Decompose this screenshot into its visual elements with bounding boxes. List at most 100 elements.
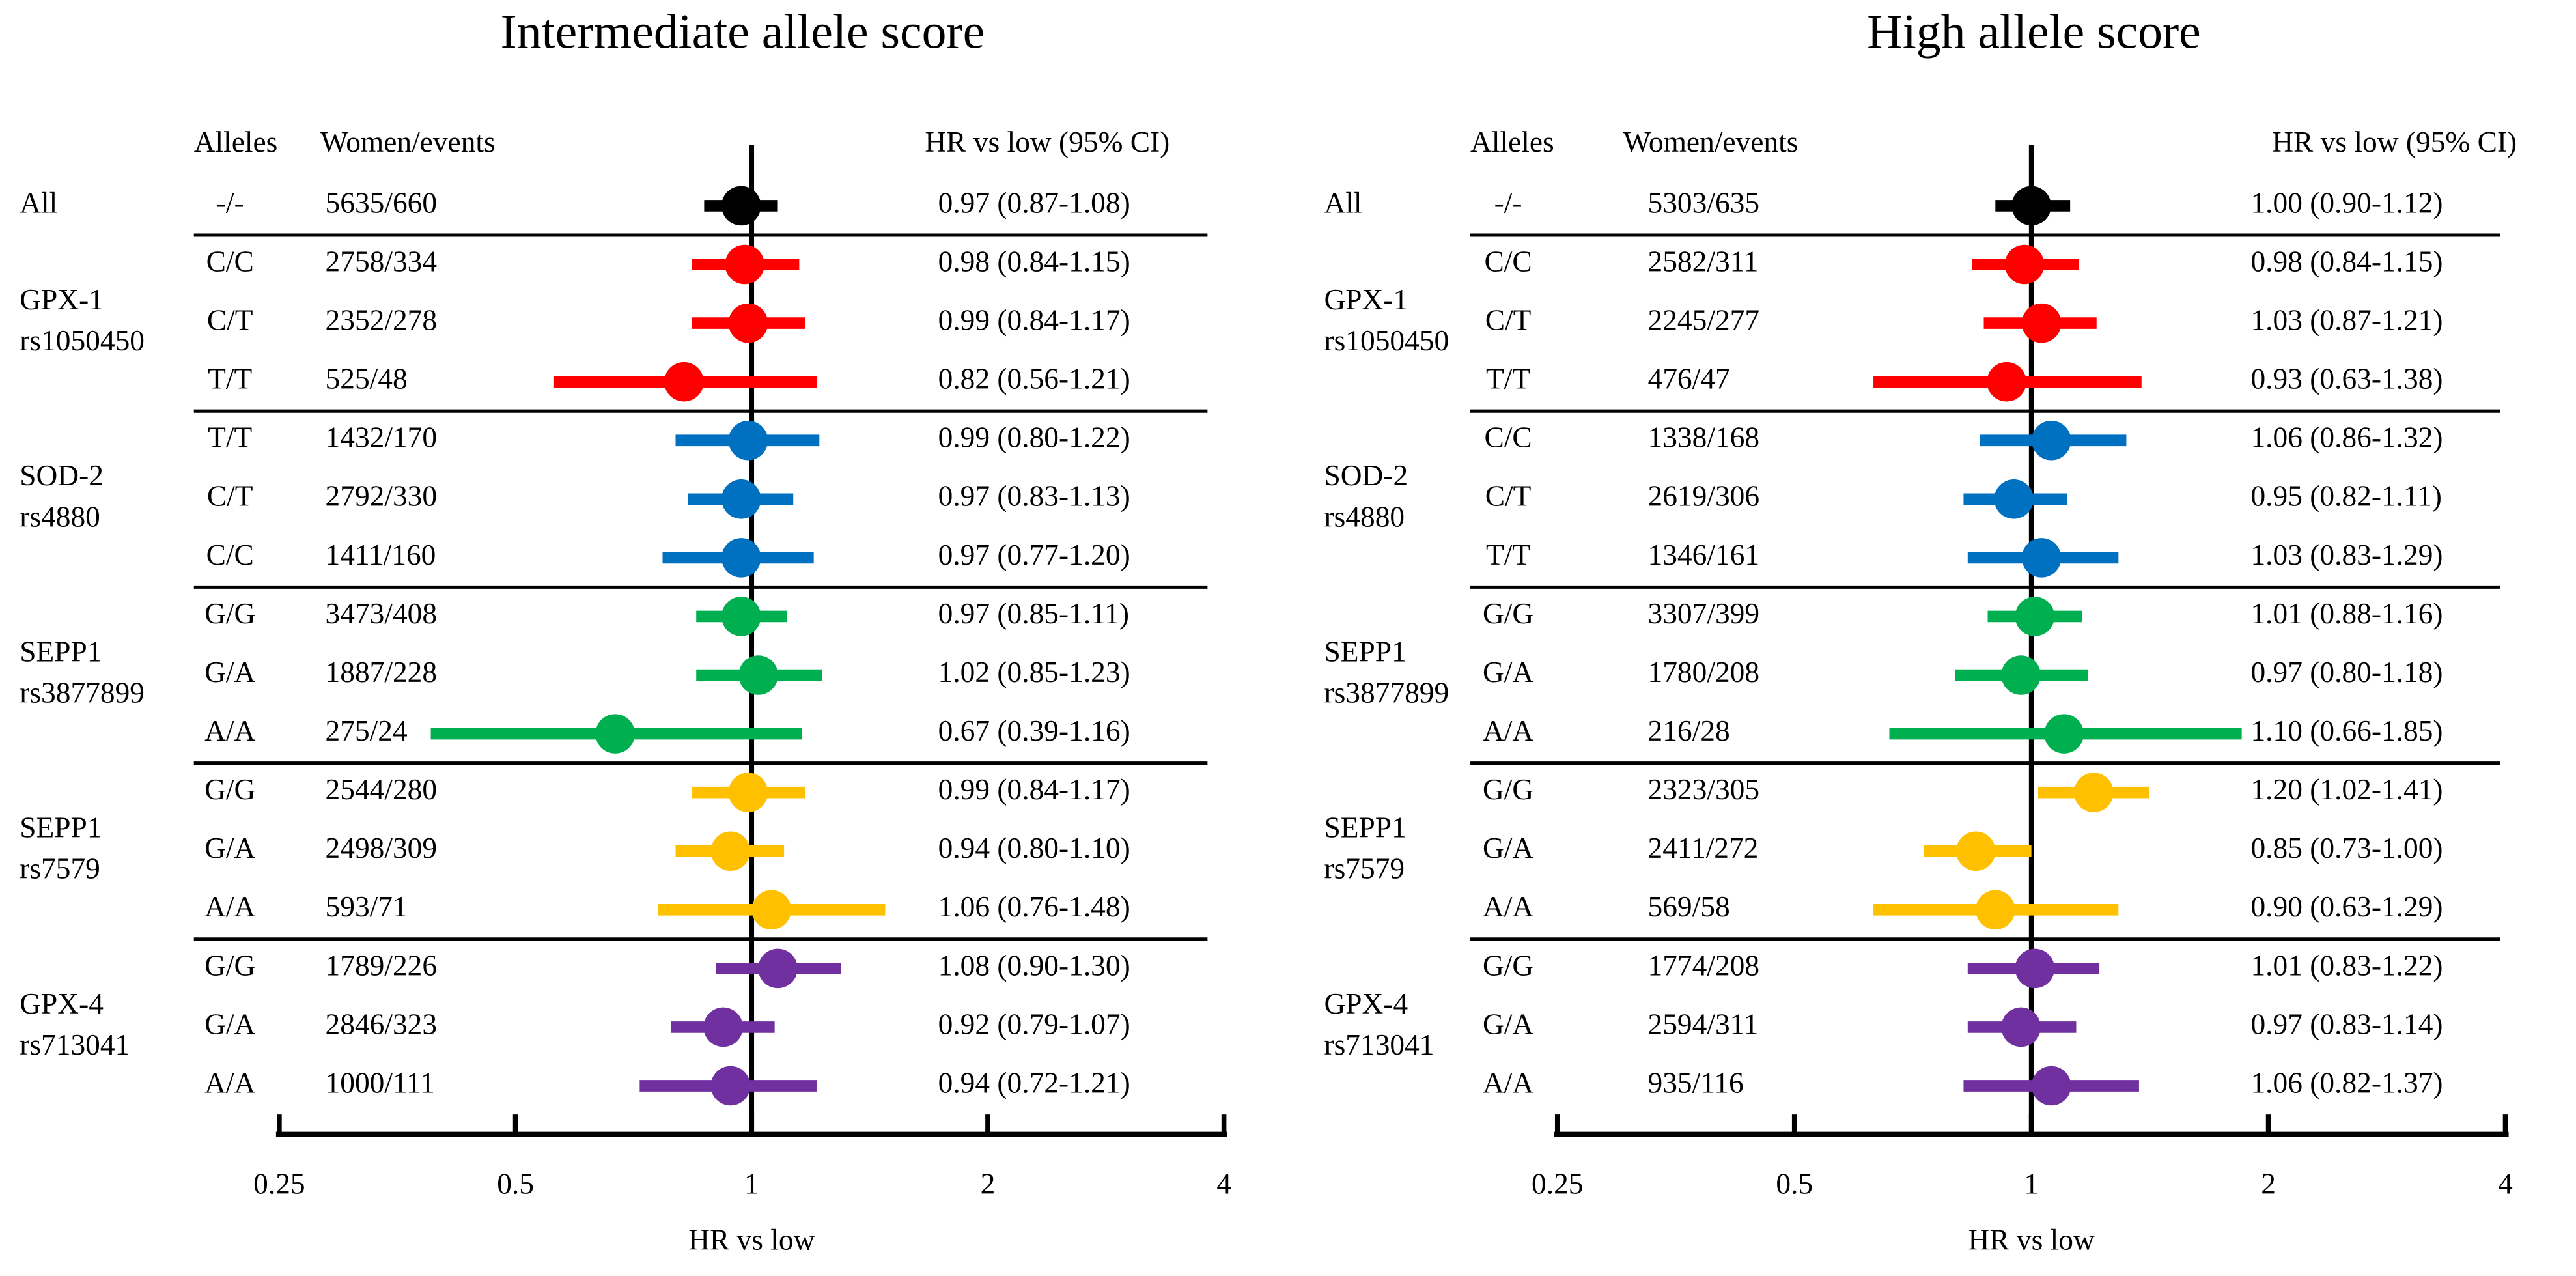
alleles: T/T [208, 421, 252, 454]
hr-ci-label: 0.94 (0.80-1.10) [938, 832, 1130, 864]
hr-ci-label: 1.03 (0.83-1.29) [2250, 539, 2443, 571]
hr-point [751, 890, 792, 930]
group-label: rs713041 [20, 1028, 130, 1061]
hr-point [595, 714, 635, 754]
hr-point [728, 773, 768, 812]
women-events: 2758/334 [326, 245, 438, 277]
hr-point [1956, 831, 1996, 872]
alleles: T/T [1486, 363, 1530, 395]
hr-point [2044, 714, 2084, 754]
hr-point [2004, 244, 2045, 285]
hr-ci-label: 0.98 (0.84-1.15) [2250, 245, 2443, 277]
alleles: A/A [204, 715, 255, 747]
women-events: 1338/168 [1648, 421, 1760, 454]
hr-ci-label: 0.99 (0.84-1.17) [938, 304, 1130, 337]
alleles: G/G [204, 597, 255, 630]
x-tick-label: 2 [2261, 1168, 2276, 1200]
alleles: -/- [1494, 186, 1522, 219]
group-label: GPX-1 [1324, 283, 1408, 316]
panel-title: Intermediate allele score [501, 5, 985, 59]
hr-point [721, 597, 761, 636]
women-events: 3307/399 [1648, 597, 1760, 630]
hr-point [2001, 1007, 2041, 1047]
hr-ci-label: 1.01 (0.88-1.16) [2250, 597, 2443, 630]
hr-ci-label: 0.67 (0.39-1.16) [938, 715, 1130, 747]
x-tick-label: 0.5 [1776, 1168, 1813, 1200]
x-tick-label: 4 [1216, 1168, 1231, 1200]
hr-point [2074, 773, 2114, 812]
group-label: SEPP1 [1324, 812, 1407, 844]
x-tick-label: 1 [2024, 1168, 2039, 1200]
alleles: G/G [1483, 949, 1533, 982]
x-tick-label: 2 [981, 1168, 996, 1200]
hr-point [710, 831, 751, 872]
women-events: 1411/160 [326, 539, 436, 571]
x-tick-label: 1 [744, 1168, 759, 1200]
alleles: G/G [204, 773, 255, 806]
women-events: 5635/660 [326, 186, 438, 219]
hr-point [738, 655, 778, 695]
hr-ci-label: 0.98 (0.84-1.15) [938, 245, 1130, 277]
column-header: Women/events [320, 126, 496, 158]
column-header: Women/events [1623, 126, 1799, 158]
hr-ci-label: 0.97 (0.80-1.18) [2250, 656, 2443, 688]
x-tick-label: 0.25 [1532, 1168, 1583, 1200]
hr-point [721, 186, 761, 226]
hr-ci-label: 1.06 (0.86-1.32) [2250, 421, 2443, 454]
women-events: 2352/278 [326, 304, 438, 337]
women-events: 1432/170 [326, 421, 438, 454]
women-events: 2498/309 [326, 832, 438, 864]
hr-point [1994, 479, 2034, 519]
hr-point [721, 479, 761, 519]
women-events: 2846/323 [326, 1008, 438, 1040]
hr-ci-label: 1.06 (0.82-1.37) [2250, 1066, 2443, 1099]
group-label: All [20, 186, 57, 219]
alleles: C/T [207, 304, 253, 337]
alleles: A/A [204, 1066, 255, 1099]
column-header: HR vs low (95% CI) [925, 126, 1169, 158]
hr-ci-label: 0.93 (0.63-1.38) [2250, 363, 2443, 395]
group-label: SOD-2 [1324, 459, 1408, 492]
women-events: 1780/208 [1648, 656, 1760, 688]
alleles: G/A [204, 656, 255, 688]
alleles: G/A [204, 832, 255, 864]
hr-ci-label: 0.99 (0.84-1.17) [938, 773, 1130, 806]
hr-ci-label: 0.82 (0.56-1.21) [938, 363, 1130, 395]
group-label: GPX-4 [1324, 987, 1408, 1020]
alleles: G/G [204, 949, 255, 982]
hr-ci-label: 0.97 (0.83-1.13) [938, 480, 1130, 513]
alleles: T/T [208, 363, 252, 395]
hr-point [721, 538, 761, 578]
alleles: A/A [1483, 715, 1533, 747]
hr-ci-label: 1.01 (0.83-1.22) [2250, 949, 2443, 982]
hr-point [2015, 948, 2055, 989]
alleles: T/T [1486, 539, 1530, 571]
women-events: 1000/111 [326, 1066, 435, 1099]
hr-ci-label: 0.94 (0.72-1.21) [938, 1066, 1130, 1099]
alleles: A/A [1483, 1066, 1533, 1099]
hr-point [703, 1007, 743, 1047]
group-label: SEPP1 [20, 812, 102, 844]
alleles: G/A [204, 1008, 255, 1040]
hr-point [710, 1066, 751, 1106]
women-events: 1346/161 [1648, 539, 1760, 571]
column-header: Alleles [194, 126, 278, 158]
group-label: rs713041 [1324, 1028, 1435, 1061]
group-label: rs7579 [1324, 853, 1405, 885]
hr-ci-label: 0.92 (0.79-1.07) [938, 1008, 1130, 1040]
women-events: 1887/228 [326, 656, 438, 688]
group-label: rs3877899 [20, 676, 145, 709]
x-tick-label: 0.25 [253, 1168, 305, 1200]
women-events: 275/24 [326, 715, 408, 747]
hr-point [2031, 1066, 2071, 1106]
alleles: -/- [216, 186, 244, 219]
x-tick-label: 4 [2498, 1168, 2513, 1200]
alleles: G/A [1483, 832, 1533, 864]
group-label: rs1050450 [1324, 324, 1449, 357]
women-events: 2411/272 [1648, 832, 1759, 864]
hr-point [1976, 890, 2015, 930]
alleles: C/T [1485, 480, 1532, 513]
alleles: C/C [206, 245, 254, 277]
hr-point [758, 948, 798, 989]
